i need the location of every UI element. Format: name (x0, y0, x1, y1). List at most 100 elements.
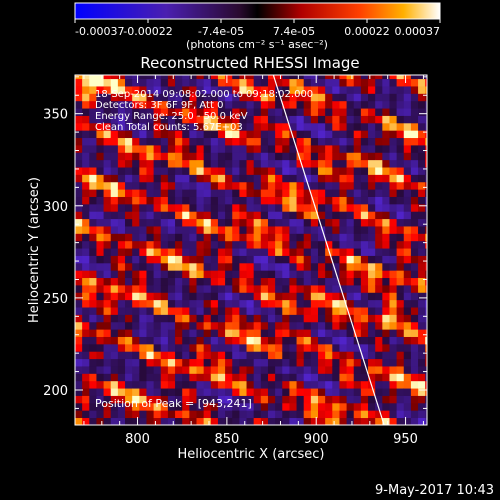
heatmap-cell (253, 196, 262, 205)
heatmap-cell (382, 226, 390, 234)
heatmap-cell (310, 189, 319, 197)
heatmap-cell (403, 299, 412, 308)
heatmap-cell (210, 196, 219, 205)
heatmap-cell (167, 75, 176, 80)
heatmap-cell (310, 159, 319, 168)
heatmap-cell (246, 402, 255, 411)
heatmap-cell (325, 270, 333, 279)
heatmap-cell (89, 100, 97, 109)
heatmap-cell (260, 292, 269, 301)
heatmap-cell (96, 93, 104, 102)
heatmap-cell (232, 115, 240, 124)
heatmap-cell (289, 292, 297, 301)
heatmap-cell (117, 388, 126, 396)
heatmap-cell (310, 226, 319, 234)
heatmap-cell (189, 218, 197, 227)
heatmap-cell (239, 314, 247, 323)
heatmap-cell (418, 75, 426, 80)
heatmap-cell (217, 203, 226, 212)
heatmap-cell (332, 159, 340, 168)
heatmap-cell (396, 366, 405, 374)
heatmap-cell (189, 211, 197, 220)
heatmap-cell (325, 159, 333, 168)
heatmap-cell (110, 395, 119, 404)
heatmap-cell (296, 108, 305, 116)
heatmap-cell (418, 130, 426, 139)
heatmap-cell (368, 100, 376, 109)
heatmap-cell (175, 366, 183, 374)
heatmap-cell (289, 203, 297, 212)
heatmap-cell (275, 417, 283, 425)
heatmap-cell (167, 233, 176, 242)
heatmap-cell (146, 211, 155, 220)
heatmap-cell (339, 218, 347, 227)
heatmap-cell (103, 218, 112, 227)
heatmap-cell (339, 78, 347, 87)
heatmap-cell (153, 410, 162, 419)
heatmap-cell (339, 86, 347, 94)
heatmap-cell (296, 351, 305, 360)
heatmap-cell (89, 307, 97, 315)
heatmap-cell (346, 336, 355, 345)
heatmap-cell (425, 218, 427, 227)
heatmap-cell (267, 358, 276, 367)
heatmap-cell (139, 336, 147, 345)
heatmap-cell (389, 189, 398, 197)
heatmap-cell (232, 336, 240, 345)
heatmap-cell (175, 380, 183, 389)
heatmap-cell (196, 380, 205, 389)
heatmap-cell (196, 262, 205, 271)
heatmap-cell (425, 314, 427, 323)
heatmap-cell (132, 122, 140, 131)
heatmap-cell (282, 78, 290, 87)
heatmap-cell (246, 270, 255, 279)
heatmap-cell (217, 277, 226, 286)
heatmap-cell (139, 299, 147, 308)
heatmap-cell (146, 108, 155, 116)
heatmap-cell (318, 410, 326, 419)
heatmap-cell (360, 108, 369, 116)
heatmap-cell (325, 240, 333, 249)
heatmap-cell (375, 181, 383, 190)
heatmap-cell (175, 167, 183, 175)
heatmap-cell (325, 226, 333, 234)
heatmap-cell (318, 159, 326, 168)
heatmap-cell (339, 285, 347, 293)
heatmap-cell (346, 402, 355, 411)
heatmap-cell (203, 203, 212, 212)
heatmap-cell (189, 167, 197, 175)
heatmap-cell (339, 93, 347, 102)
heatmap-cell (310, 262, 319, 271)
heatmap-cell (225, 181, 233, 190)
heatmap-cell (210, 159, 219, 168)
heatmap-cell (275, 211, 283, 220)
heatmap-cell (103, 122, 112, 131)
heatmap-cell (403, 226, 412, 234)
heatmap-cell (360, 152, 369, 161)
heatmap-cell (75, 277, 83, 286)
heatmap-cell (146, 270, 155, 279)
heatmap-cell (239, 152, 247, 161)
heatmap-cell (325, 277, 333, 286)
heatmap-cell (153, 248, 162, 256)
heatmap-cell (167, 380, 176, 389)
heatmap-cell (382, 402, 390, 411)
heatmap-cell (232, 299, 240, 308)
heatmap-cell (310, 285, 319, 293)
heatmap-cell (396, 351, 405, 360)
heatmap-cell (196, 189, 205, 197)
heatmap-cell (260, 75, 269, 80)
heatmap-cell (318, 285, 326, 293)
heatmap-cell (282, 351, 290, 360)
heatmap-cell (210, 240, 219, 249)
heatmap-cell (339, 122, 347, 131)
heatmap-cell (203, 189, 212, 197)
heatmap-cell (325, 152, 333, 161)
heatmap-cell (232, 343, 240, 352)
heatmap-cell (246, 181, 255, 190)
heatmap-cell (132, 270, 140, 279)
heatmap-cell (325, 292, 333, 301)
heatmap-cell (203, 285, 212, 293)
heatmap-cell (396, 203, 405, 212)
heatmap-cell (275, 248, 283, 256)
